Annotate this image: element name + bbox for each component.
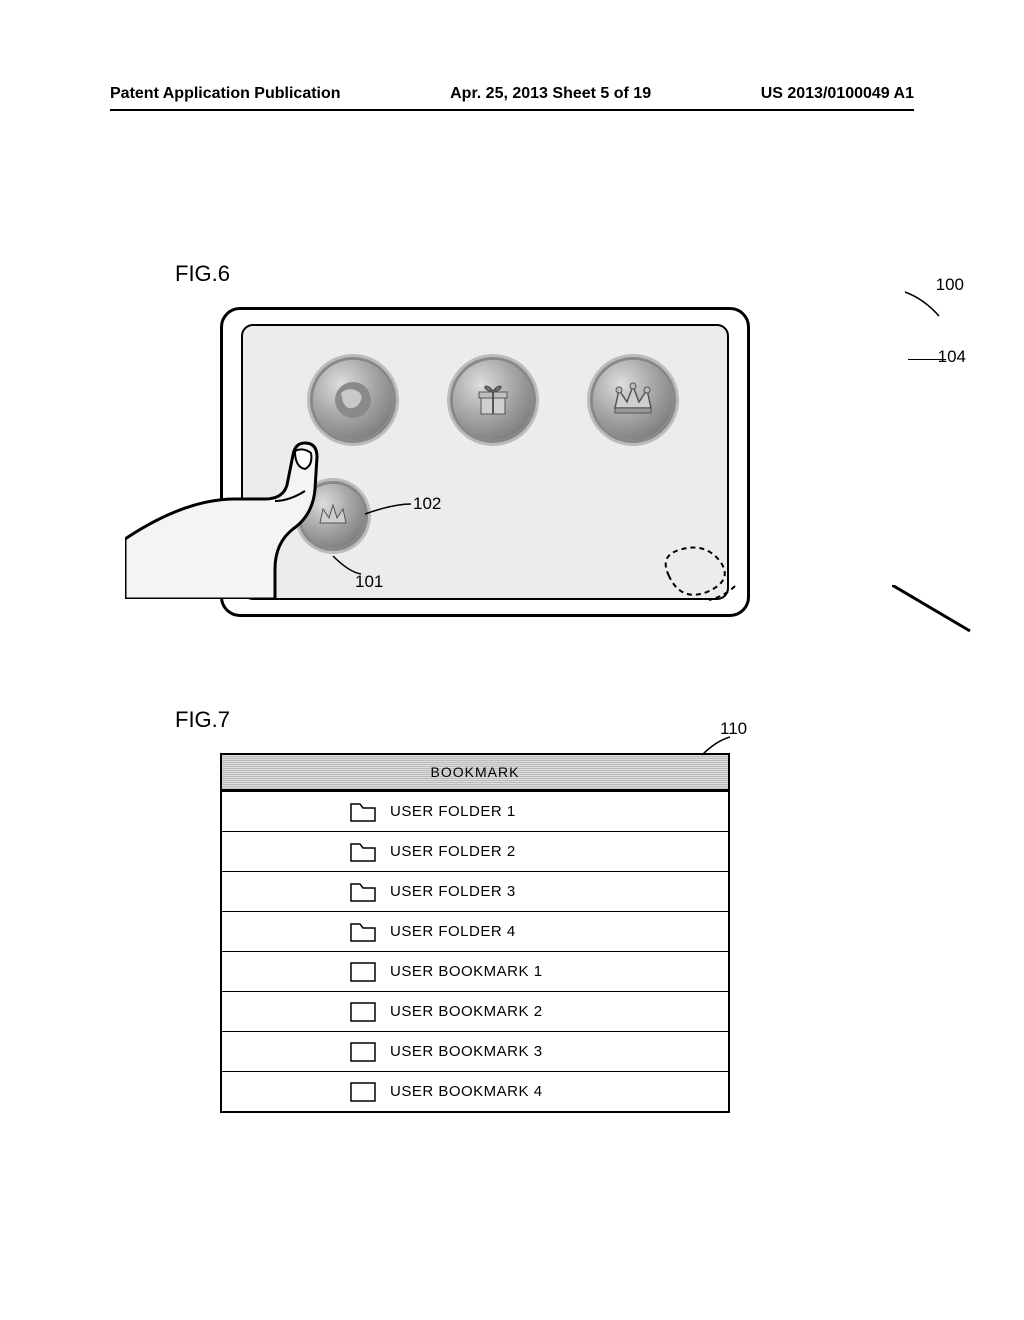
list-item-label: USER BOOKMARK 3 — [390, 1043, 543, 1060]
list-item[interactable]: USER BOOKMARK 3 — [222, 1031, 728, 1071]
app-icon-gift[interactable] — [453, 360, 533, 440]
list-item[interactable]: USER BOOKMARK 4 — [222, 1071, 728, 1111]
list-item-label: USER BOOKMARK 2 — [390, 1003, 543, 1020]
leader-100 — [904, 291, 944, 321]
fig6-figure: 100 — [220, 307, 914, 617]
list-item-label: USER FOLDER 4 — [390, 923, 516, 940]
globe-icon — [331, 378, 375, 422]
header-right: US 2013/0100049 A1 — [761, 85, 914, 103]
folder-icon — [350, 882, 376, 902]
file-icon — [350, 962, 376, 982]
hand-icon — [125, 429, 365, 599]
list-item-label: USER FOLDER 2 — [390, 843, 516, 860]
gift-icon — [471, 378, 515, 422]
file-icon — [350, 1002, 376, 1022]
fig6-label: FIG.6 — [175, 261, 914, 287]
folder-icon — [350, 842, 376, 862]
bookmark-header: BOOKMARK — [222, 755, 728, 791]
ghost-position-icon — [649, 536, 739, 606]
bookmark-list: BOOKMARK USER FOLDER 1 USER FOLDER 2 USE… — [220, 753, 730, 1113]
folder-icon — [350, 802, 376, 822]
header-center: Apr. 25, 2013 Sheet 5 of 19 — [450, 85, 651, 103]
list-item[interactable]: USER FOLDER 4 — [222, 911, 728, 951]
file-icon — [350, 1082, 376, 1102]
list-item-label: USER FOLDER 1 — [390, 803, 516, 820]
header-left: Patent Application Publication — [110, 85, 341, 103]
patent-page: Patent Application Publication Apr. 25, … — [0, 0, 1024, 1320]
file-icon — [350, 1042, 376, 1062]
ref-102: 102 — [413, 494, 441, 514]
folder-icon — [350, 922, 376, 942]
crown-icon — [609, 378, 657, 422]
list-item[interactable]: USER BOOKMARK 2 — [222, 991, 728, 1031]
page-header: Patent Application Publication Apr. 25, … — [110, 85, 914, 111]
list-item[interactable]: USER BOOKMARK 1 — [222, 951, 728, 991]
list-item[interactable]: USER FOLDER 1 — [222, 791, 728, 831]
app-icon-globe[interactable] — [313, 360, 393, 440]
list-item-label: USER BOOKMARK 4 — [390, 1083, 543, 1100]
leader-102 — [363, 502, 413, 522]
ref-104: 104 — [938, 347, 966, 367]
fig7-label: FIG.7 — [175, 707, 914, 733]
fig7-figure: 110 BOOKMARK USER FOLDER 1 USER FOLDER 2 — [220, 753, 914, 1113]
edge-line — [892, 585, 972, 635]
leader-104 — [908, 359, 946, 360]
leader-110 — [700, 735, 736, 759]
list-item-label: USER FOLDER 3 — [390, 883, 516, 900]
app-icon-crown[interactable] — [593, 360, 673, 440]
list-item[interactable]: USER FOLDER 2 — [222, 831, 728, 871]
list-item[interactable]: USER FOLDER 3 — [222, 871, 728, 911]
list-item-label: USER BOOKMARK 1 — [390, 963, 543, 980]
